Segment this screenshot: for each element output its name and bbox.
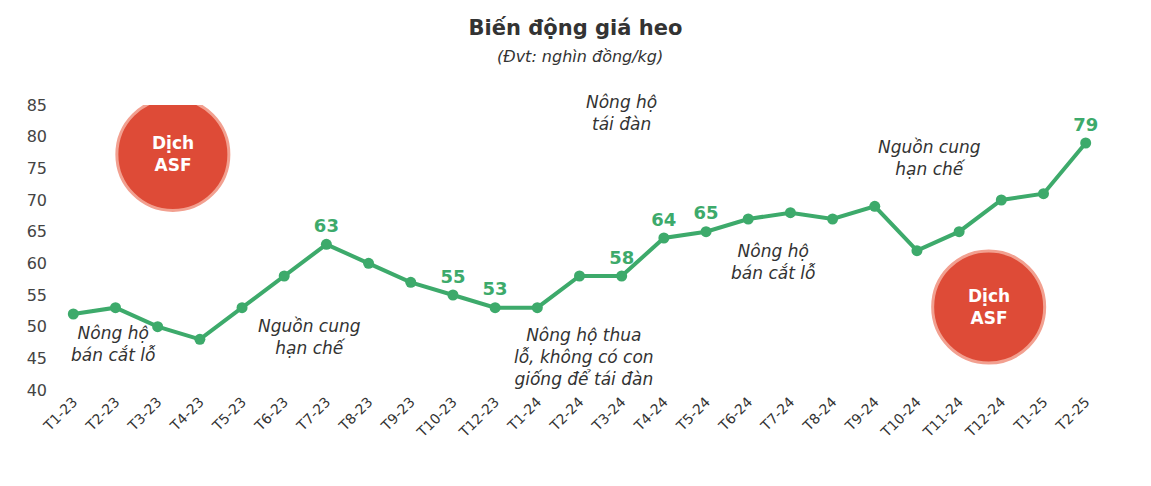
svg-text:T10-23: T10-23 bbox=[413, 394, 460, 441]
svg-text:Nguồn cunghạn chế: Nguồn cunghạn chế bbox=[258, 316, 361, 358]
svg-text:T5-23: T5-23 bbox=[209, 394, 250, 435]
svg-text:T8-23: T8-23 bbox=[335, 394, 376, 435]
svg-text:80: 80 bbox=[27, 127, 47, 146]
svg-text:DịchASF: DịchASF bbox=[968, 286, 1010, 328]
svg-text:T4-24: T4-24 bbox=[630, 394, 671, 435]
svg-text:79: 79 bbox=[1073, 114, 1098, 135]
svg-text:40: 40 bbox=[27, 381, 47, 400]
svg-text:58: 58 bbox=[609, 247, 634, 268]
svg-text:T2-24: T2-24 bbox=[546, 394, 587, 435]
svg-text:T2-23: T2-23 bbox=[82, 394, 123, 435]
svg-text:T9-23: T9-23 bbox=[377, 394, 418, 435]
svg-text:75: 75 bbox=[27, 159, 47, 178]
svg-text:85: 85 bbox=[27, 96, 47, 115]
svg-text:45: 45 bbox=[27, 349, 47, 368]
svg-text:T12-23: T12-23 bbox=[455, 394, 502, 441]
svg-text:T1-23: T1-23 bbox=[40, 394, 81, 435]
svg-text:Nông hộtái đàn: Nông hộtái đàn bbox=[586, 92, 657, 134]
svg-text:Nông hộbán cắt lỗ: Nông hộbán cắt lỗ bbox=[731, 241, 816, 283]
svg-text:Nông hộ thualỗ, không có congi: Nông hộ thualỗ, không có congiống để tái… bbox=[514, 325, 654, 389]
svg-text:60: 60 bbox=[27, 254, 47, 273]
svg-text:55: 55 bbox=[27, 286, 47, 305]
svg-text:T6-24: T6-24 bbox=[715, 394, 756, 435]
svg-text:T1-24: T1-24 bbox=[504, 394, 545, 435]
svg-text:(Đvt: nghìn đồng/kg): (Đvt: nghìn đồng/kg) bbox=[497, 47, 663, 66]
svg-text:DịchASF: DịchASF bbox=[152, 133, 194, 175]
svg-text:T3-24: T3-24 bbox=[588, 394, 629, 435]
svg-text:63: 63 bbox=[314, 215, 339, 236]
svg-text:53: 53 bbox=[483, 278, 508, 299]
svg-text:Nguồn cunghạn chế: Nguồn cunghạn chế bbox=[878, 137, 981, 179]
svg-text:Biến động giá heo: Biến động giá heo bbox=[469, 16, 683, 40]
svg-text:T10-24: T10-24 bbox=[877, 394, 924, 441]
svg-text:65: 65 bbox=[694, 202, 719, 223]
svg-text:T1-25: T1-25 bbox=[1010, 394, 1051, 435]
svg-text:70: 70 bbox=[27, 191, 47, 210]
svg-text:T8-24: T8-24 bbox=[799, 394, 840, 435]
svg-text:T9-24: T9-24 bbox=[841, 394, 882, 435]
svg-text:T11-24: T11-24 bbox=[919, 394, 966, 441]
svg-text:50: 50 bbox=[27, 317, 47, 336]
svg-text:T4-23: T4-23 bbox=[166, 394, 207, 435]
svg-text:65: 65 bbox=[27, 222, 47, 241]
svg-text:T6-23: T6-23 bbox=[251, 394, 292, 435]
svg-text:64: 64 bbox=[651, 209, 676, 230]
svg-text:T3-23: T3-23 bbox=[124, 394, 165, 435]
svg-text:T2-25: T2-25 bbox=[1052, 394, 1093, 435]
svg-text:Nông hộbán cắt lỗ: Nông hộbán cắt lỗ bbox=[71, 323, 156, 365]
svg-text:T7-23: T7-23 bbox=[293, 394, 334, 435]
svg-text:T12-24: T12-24 bbox=[962, 394, 1009, 441]
svg-text:T5-24: T5-24 bbox=[673, 394, 714, 435]
svg-text:T7-24: T7-24 bbox=[757, 394, 798, 435]
svg-text:55: 55 bbox=[440, 266, 465, 287]
